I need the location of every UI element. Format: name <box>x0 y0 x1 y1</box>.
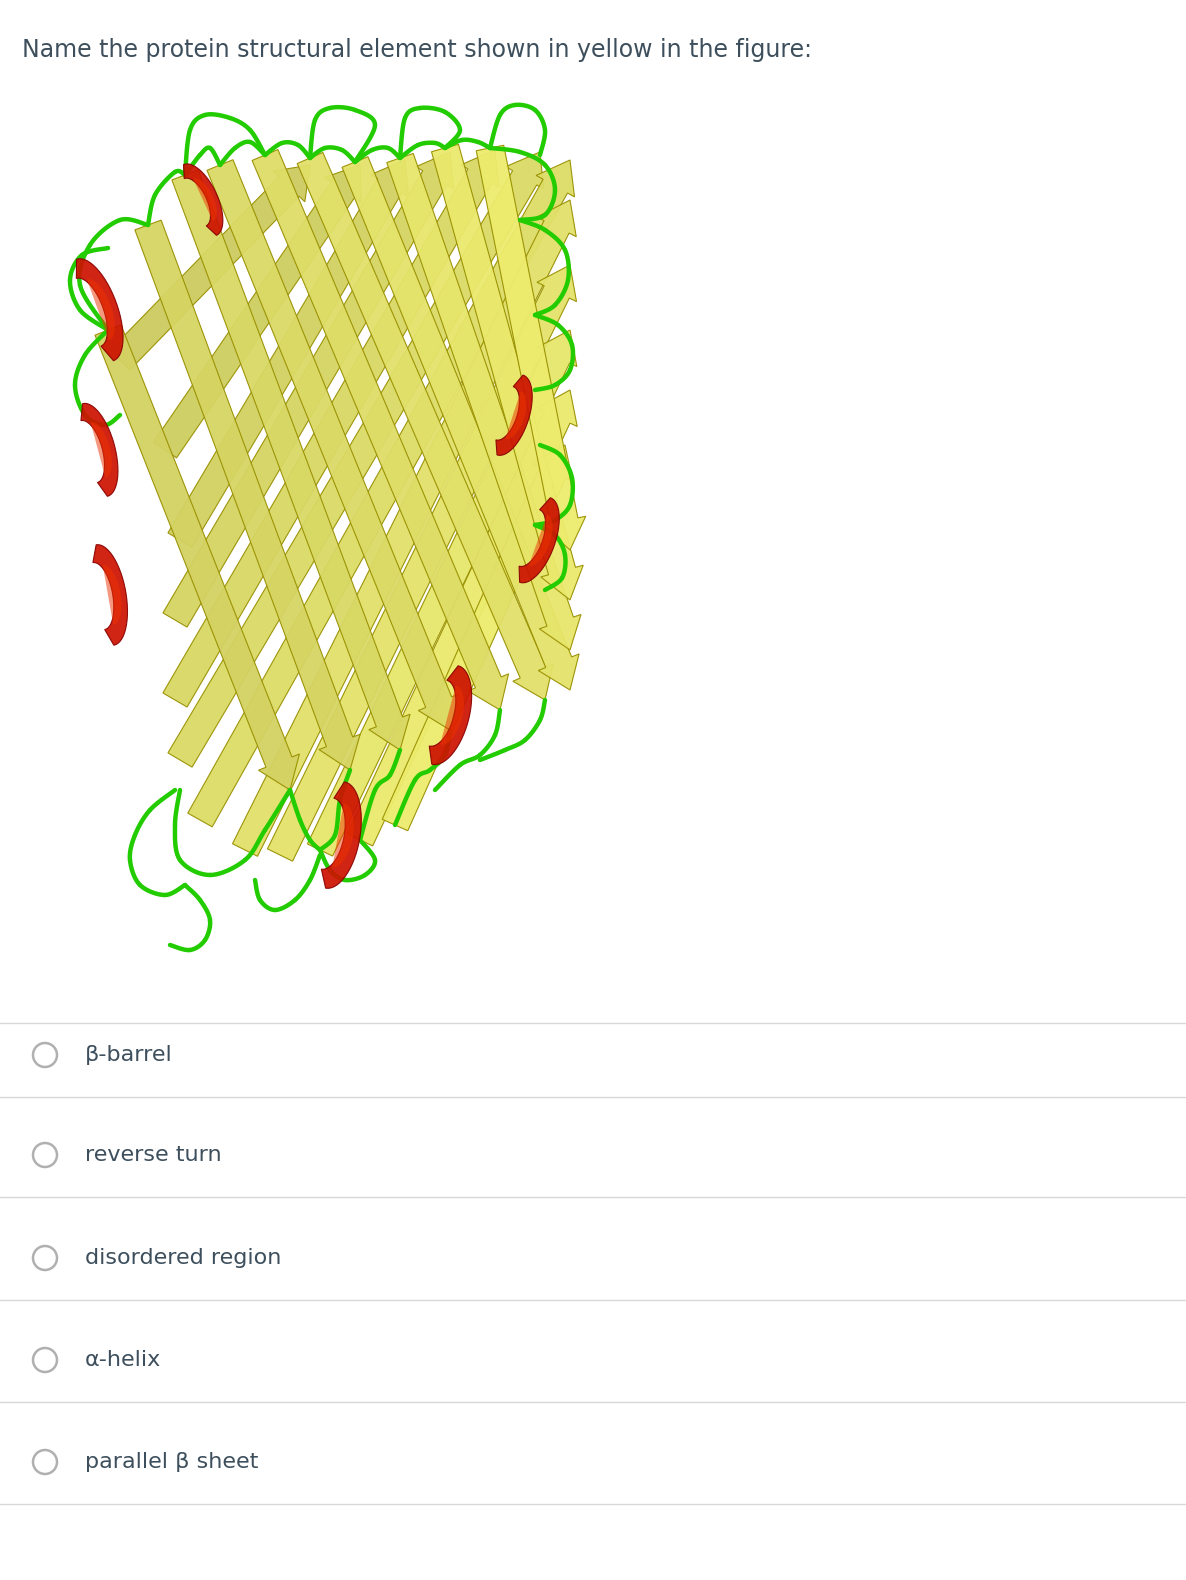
Polygon shape <box>135 220 361 769</box>
Polygon shape <box>95 325 299 790</box>
Polygon shape <box>432 144 584 600</box>
Polygon shape <box>496 374 533 455</box>
Polygon shape <box>267 265 576 861</box>
Polygon shape <box>382 446 573 831</box>
Polygon shape <box>332 803 353 867</box>
Text: disordered region: disordered region <box>85 1248 281 1269</box>
Polygon shape <box>321 782 362 888</box>
Text: parallel β sheet: parallel β sheet <box>85 1452 259 1473</box>
Text: reverse turn: reverse turn <box>85 1146 222 1164</box>
Polygon shape <box>162 152 454 627</box>
Polygon shape <box>110 164 310 370</box>
Polygon shape <box>184 164 223 235</box>
Polygon shape <box>168 160 409 547</box>
Polygon shape <box>307 330 576 856</box>
Polygon shape <box>81 403 117 496</box>
Polygon shape <box>232 201 576 856</box>
Text: β-barrel: β-barrel <box>85 1044 173 1065</box>
Polygon shape <box>103 564 121 626</box>
Polygon shape <box>90 422 111 477</box>
Polygon shape <box>429 665 472 765</box>
Polygon shape <box>168 152 543 768</box>
Polygon shape <box>519 498 560 583</box>
Polygon shape <box>440 686 464 744</box>
Polygon shape <box>347 390 578 845</box>
Polygon shape <box>162 150 499 706</box>
Polygon shape <box>172 171 410 750</box>
Polygon shape <box>193 179 217 221</box>
Polygon shape <box>477 145 586 550</box>
Polygon shape <box>93 545 127 645</box>
Polygon shape <box>298 152 553 700</box>
Polygon shape <box>87 280 115 340</box>
Polygon shape <box>153 164 362 458</box>
Polygon shape <box>529 515 553 566</box>
Polygon shape <box>505 390 527 439</box>
Polygon shape <box>76 259 123 360</box>
Polygon shape <box>253 150 509 709</box>
Polygon shape <box>387 153 581 649</box>
Text: Name the protein structural element shown in yellow in the figure:: Name the protein structural element show… <box>23 38 812 62</box>
Text: α-helix: α-helix <box>85 1349 161 1370</box>
Polygon shape <box>187 160 574 826</box>
Polygon shape <box>208 160 459 730</box>
Polygon shape <box>342 156 579 690</box>
